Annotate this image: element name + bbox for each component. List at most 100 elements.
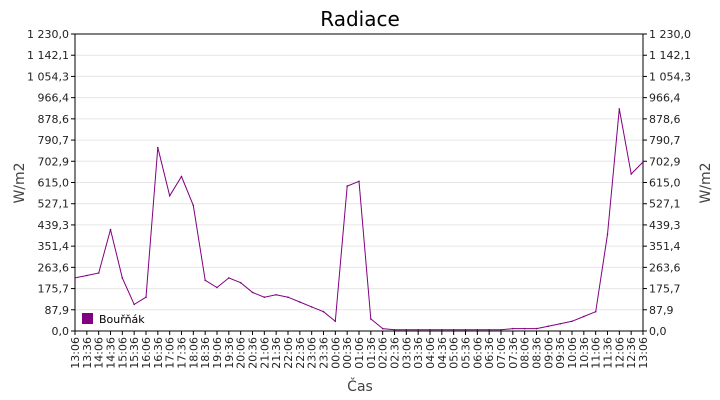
- data-point: [559, 323, 561, 325]
- x-tick-label: 01:06: [353, 337, 366, 369]
- x-tick-label: 18:36: [199, 337, 212, 369]
- data-point: [512, 327, 514, 330]
- y-tick-label-right: 878,6: [649, 113, 681, 126]
- x-tick-label: 16:06: [140, 337, 153, 369]
- data-point: [358, 180, 360, 183]
- y-axis-left: 0,0 87,9 175,7 263,6 351,4 439,3 527,1 615,0 702…: [27, 28, 75, 338]
- x-tick-label: 09:36: [554, 337, 567, 369]
- series-line: [74, 108, 644, 331]
- x-tick-label: 20:36: [247, 337, 260, 369]
- data-point: [133, 303, 135, 306]
- x-tick-label: 14:06: [93, 337, 106, 369]
- data-point: [476, 329, 479, 331]
- data-point: [275, 294, 278, 296]
- data-point: [523, 327, 526, 330]
- data-point: [334, 320, 337, 323]
- data-point: [405, 329, 408, 331]
- data-point: [216, 286, 218, 289]
- legend-label: Bouřňák: [99, 313, 145, 326]
- data-point: [642, 161, 644, 163]
- x-tick-label: 15:06: [116, 337, 129, 369]
- x-tick-label: 06:36: [483, 337, 496, 369]
- data-point: [488, 329, 491, 331]
- x-tick-label: 02:36: [389, 337, 402, 369]
- data-point: [393, 329, 396, 331]
- x-tick-label: 15:36: [128, 337, 141, 369]
- x-tick-label: 13:06: [637, 337, 650, 369]
- y-tick-label-left: 175,7: [38, 283, 70, 296]
- y-tick-label-right: 0,0: [649, 325, 667, 338]
- y-tick-label-right: 1 054,3: [649, 70, 691, 83]
- legend: Bouřňák: [82, 313, 145, 326]
- x-tick-label: 10:06: [566, 337, 579, 369]
- y-tick-label-left: 702,9: [38, 155, 70, 168]
- x-tick-label: 08:36: [531, 337, 544, 369]
- y-tick-label-left: 87,9: [45, 304, 70, 317]
- data-point: [109, 228, 112, 231]
- x-tick-label: 02:06: [377, 337, 390, 369]
- data-point: [606, 233, 609, 236]
- x-tick-label: 16:36: [152, 337, 165, 369]
- x-tick-label: 23:06: [306, 337, 319, 369]
- x-tick-label: 23:36: [318, 337, 331, 369]
- data-point: [417, 329, 420, 331]
- y-tick-label-left: 0,0: [52, 325, 70, 338]
- y-tick-label-right: 1 230,0: [649, 28, 691, 41]
- x-tick-label: 11:06: [590, 337, 603, 369]
- y-tick-label-right: 263,6: [649, 261, 681, 274]
- x-tick-label: 13:36: [81, 337, 94, 369]
- x-axis-label: Čas: [347, 377, 373, 395]
- data-point: [287, 296, 289, 299]
- x-tick-label: 21:36: [270, 337, 283, 369]
- data-point: [381, 327, 384, 330]
- data-point: [500, 329, 502, 331]
- data-point: [239, 281, 242, 284]
- data-point: [583, 315, 585, 318]
- x-tick-label: 03:36: [412, 337, 425, 369]
- data-point: [145, 296, 147, 299]
- y-tick-label-right: 439,3: [649, 219, 681, 232]
- y-tick-label-right: 790,7: [649, 134, 681, 147]
- data-point: [228, 277, 230, 279]
- chart-title: Radiace: [320, 7, 400, 31]
- y-tick-label-right: 702,9: [649, 155, 681, 168]
- x-tick-label: 19:06: [211, 337, 224, 369]
- data-point: [618, 108, 621, 110]
- y-axis-label-left: W/m2: [12, 162, 28, 203]
- x-tick-label: 07:06: [495, 337, 508, 369]
- y-axis-right: 0,0 87,9 175,7 263,6 351,4 439,3 527,1 615,0 702…: [643, 28, 691, 338]
- data-point: [370, 318, 372, 320]
- y-tick-label-left: 878,6: [38, 113, 70, 126]
- data-point: [464, 329, 467, 331]
- y-tick-label-left: 439,3: [38, 219, 70, 232]
- x-tick-label: 00:36: [341, 337, 354, 369]
- data-point: [204, 279, 206, 282]
- data-point: [571, 320, 573, 323]
- y-tick-label-left: 1 054,3: [27, 70, 69, 83]
- data-point: [630, 173, 632, 175]
- data-point: [86, 274, 88, 277]
- x-tick-label: 09:06: [542, 337, 555, 369]
- y-tick-label-right: 966,4: [649, 92, 681, 105]
- x-tick-label: 11:36: [602, 337, 615, 369]
- data-point: [192, 204, 195, 207]
- data-point: [322, 310, 325, 313]
- y-tick-label-left: 351,4: [38, 240, 70, 253]
- x-tick-label: 21:06: [258, 337, 271, 369]
- data-point: [251, 291, 254, 294]
- x-tick-label: 19:36: [223, 337, 236, 369]
- series-group: [74, 108, 644, 331]
- x-tick-label: 13:06: [69, 337, 82, 369]
- x-tick-label: 08:06: [519, 337, 532, 369]
- y-tick-label-left: 527,1: [38, 198, 70, 211]
- y-tick-label-right: 1 142,1: [649, 49, 691, 62]
- y-tick-label-left: 615,0: [38, 177, 70, 190]
- x-tick-label: 14:36: [105, 337, 118, 369]
- y-tick-label-right: 527,1: [649, 198, 681, 211]
- legend-swatch: [82, 313, 93, 324]
- data-point: [547, 325, 550, 328]
- data-point: [429, 329, 431, 331]
- x-axis: 13:0613:3614:0614:3615:0615:3616:0616:36…: [69, 331, 650, 369]
- data-point: [299, 301, 301, 303]
